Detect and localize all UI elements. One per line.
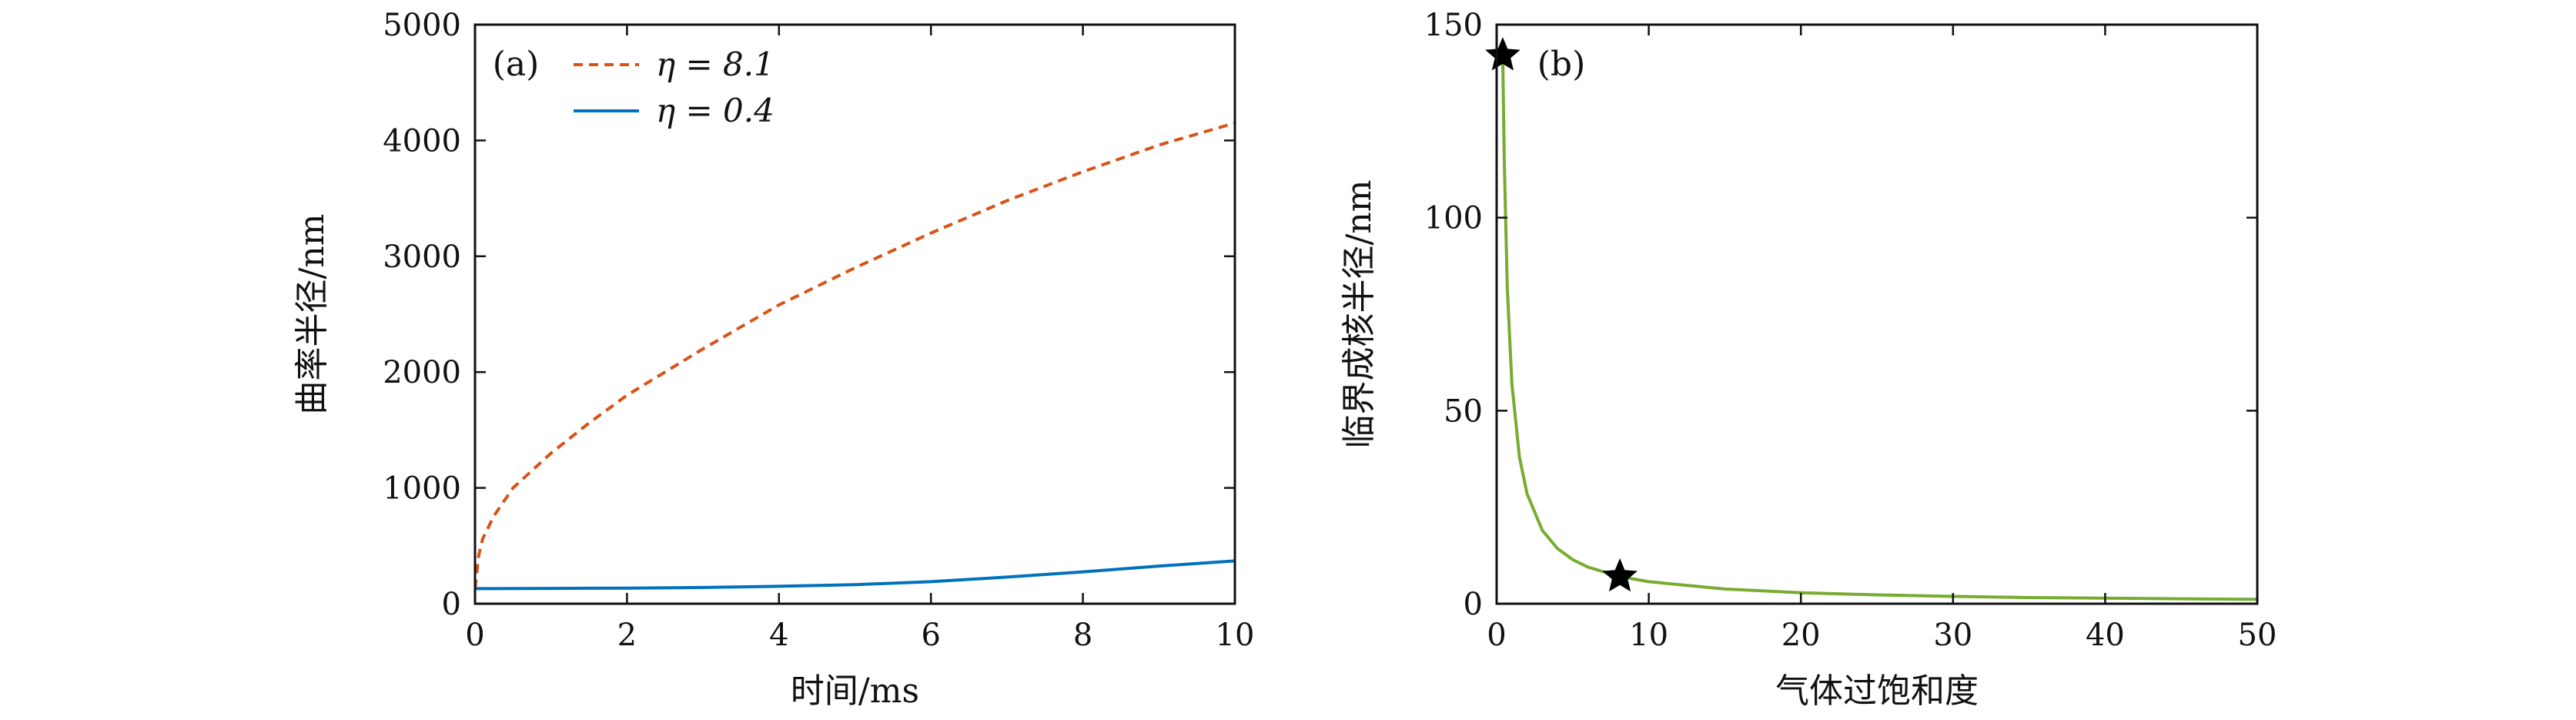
x-tick-label: 2 [617,618,637,653]
x-tick-label: 8 [1073,618,1092,653]
x-tick-label: 20 [1781,618,1821,653]
series-line--0.4 [475,559,1235,591]
y-tick-label: 0 [1464,587,1483,622]
y-tick-label: 100 [1424,201,1483,236]
y-tick-label: 2000 [383,355,461,390]
star-marker-1 [1485,37,1521,71]
legend-label: η = 8.1 [656,45,774,83]
y-axis-label: 曲率半径/nm [293,214,332,415]
y-tick-label: 5000 [383,8,461,43]
x-tick-label: 10 [1629,618,1668,653]
x-axis-label: 气体过饱和度 [1775,671,1979,711]
y-tick-label: 150 [1424,8,1483,43]
axes-frame [1495,23,2259,605]
x-tick-label: 30 [1933,618,1972,653]
legend-label: η = 0.4 [656,92,774,129]
x-tick-label: 0 [1487,618,1506,653]
x-tick-label: 50 [2238,618,2277,653]
x-tick-label: 40 [2086,618,2125,653]
y-tick-label: 4000 [383,123,461,159]
y-tick-label: 0 [442,587,461,622]
y-tick-label: 1000 [383,471,461,507]
y-axis-label: 临界成核半径/nm [1340,180,1379,449]
x-tick-label: 6 [921,618,940,653]
panel-a-chart: 0 2 4 6 8 10 0 1000 2000 3000 4000 5000 时间/ms 曲率半径/nm… [293,8,1254,711]
panel-label: (a) [493,45,540,84]
x-tick-label: 0 [465,618,484,653]
panel-b-chart: 0 10 20 30 40 50 0 50 100 150 气体过饱和度 临界成核半径/nm (b) [1340,8,2277,711]
x-tick-label: 10 [1216,618,1255,653]
series-line-0 [1500,55,2257,601]
y-tick-label: 50 [1444,393,1483,429]
axes-frame [473,23,1236,605]
series-line--8.1 [475,121,1235,589]
y-tick-label: 3000 [383,239,461,275]
x-axis-label: 时间/ms [791,671,919,711]
star-marker-2 [1602,558,1638,592]
panel-label: (b) [1537,45,1586,84]
x-tick-label: 4 [769,618,788,653]
